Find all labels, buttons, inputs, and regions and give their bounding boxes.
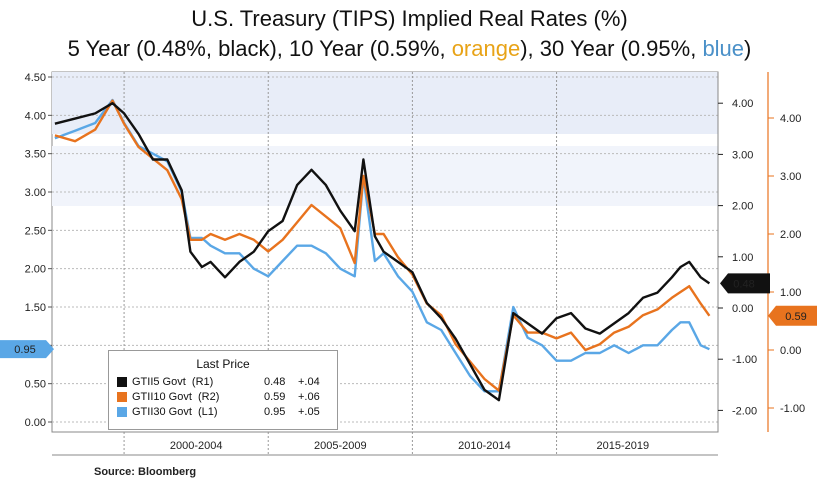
badge-black-right-label: 0.48 <box>733 278 754 290</box>
badge-blue-left <box>0 340 54 359</box>
right2-tick-label: 2.00 <box>780 229 801 241</box>
shaded-band-top <box>52 72 718 134</box>
right1-tick-label: 0.00 <box>732 303 753 315</box>
right2-tick-label: 3.00 <box>780 171 801 183</box>
badge-blue-left-label: 0.95 <box>14 344 35 356</box>
source-note: Source: Bloomberg <box>94 466 197 478</box>
badge-black-right <box>720 273 770 294</box>
legend-title: Last Price <box>196 357 250 371</box>
legend-row-gtii5: GTII5 Govt (R1) 0.48 +.04 <box>109 374 337 389</box>
legend-swatch-gtii10 <box>117 391 127 402</box>
left-tick-label: 1.50 <box>25 302 46 314</box>
legend-chg-gtii10: +.06 <box>298 390 320 403</box>
left-tick-label: 3.00 <box>25 187 46 199</box>
subtitle-blue-word: blue <box>702 36 745 61</box>
legend-name-gtii5: GTII5 Govt (R1) <box>132 375 214 388</box>
x-category-label: 2015-2019 <box>597 440 650 452</box>
right1-tick-label: -2.00 <box>732 405 757 417</box>
chart-subtitle: 5 Year (0.48%, black), 10 Year (0.59%, o… <box>0 36 819 62</box>
left-tick-label: 4.50 <box>25 72 46 84</box>
shaded-band-upper <box>52 146 718 206</box>
right1-tick-label: 3.00 <box>732 149 753 161</box>
subtitle-part-c: ) <box>744 36 752 61</box>
right1-tick-label: -1.00 <box>732 354 757 366</box>
left-tick-label: 4.00 <box>25 110 46 122</box>
subtitle-part-b: ), 30 Year (0.95%, <box>520 36 703 61</box>
legend-name-gtii10: GTII10 Govt (R2) <box>132 390 220 403</box>
right2-tick-label: 4.00 <box>780 113 801 125</box>
series-line-gtii5 <box>54 101 711 402</box>
right2-tick-label: 1.00 <box>780 287 801 299</box>
legend-row-gtii10: GTII10 Govt (R2) 0.59 +.06 <box>109 389 337 404</box>
badge-orange-right <box>768 305 817 326</box>
legend-row-gtii30: GTII30 Govt (L1) 0.95 +.05 <box>109 404 337 419</box>
legend-last-gtii5: 0.48 <box>264 375 286 388</box>
left-tick-label: 2.00 <box>25 264 46 276</box>
left-tick-label: 2.50 <box>25 225 46 237</box>
right2-tick-label: -1.00 <box>780 403 805 415</box>
legend: Last Price GTII5 Govt (R1) 0.48 +.04 GTI… <box>108 350 338 430</box>
series-line-gtii10 <box>54 99 711 392</box>
x-category-label: 2000-2004 <box>170 440 223 452</box>
left-tick-label: 0.50 <box>25 379 46 391</box>
legend-chg-gtii30: +.05 <box>298 405 320 418</box>
badge-orange-right-label: 0.59 <box>785 311 806 323</box>
x-category-label: 2005-2009 <box>314 440 367 452</box>
legend-name-gtii30: GTII30 Govt (L1) <box>132 405 218 418</box>
legend-swatch-gtii5 <box>117 376 127 387</box>
x-category-label: 2010-2014 <box>458 440 511 452</box>
right1-tick-label: 1.00 <box>732 252 753 264</box>
legend-last-gtii30: 0.95 <box>264 405 286 418</box>
right2-tick-label: 0.00 <box>780 345 801 357</box>
left-tick-label: 3.50 <box>25 149 46 161</box>
legend-chg-gtii5: +.04 <box>298 375 320 388</box>
chart-title: U.S. Treasury (TIPS) Implied Real Rates … <box>191 6 628 31</box>
right1-tick-label: 4.00 <box>732 98 753 110</box>
right1-tick-label: 2.00 <box>732 201 753 213</box>
subtitle-part-a: 5 Year (0.48%, black), 10 Year (0.59%, <box>67 36 452 61</box>
subtitle-orange-word: orange <box>451 36 521 61</box>
left-tick-label: 0.00 <box>25 417 46 429</box>
legend-last-gtii10: 0.59 <box>264 390 286 403</box>
legend-swatch-gtii30 <box>117 406 127 417</box>
